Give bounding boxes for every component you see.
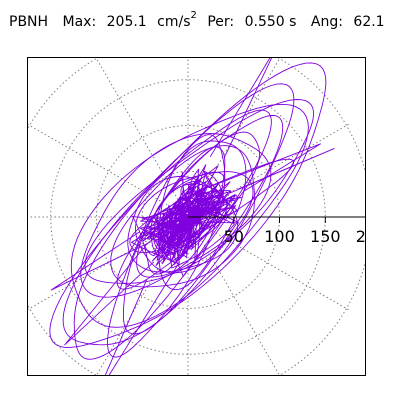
- period-label: Per:: [207, 14, 235, 30]
- angle-label: Ang:: [310, 14, 343, 30]
- orbit-loop: [49, 62, 327, 348]
- grid-spoke-240: [96, 216, 189, 375]
- max-unit-exponent: 2: [190, 10, 197, 21]
- orbit-loop: [62, 83, 295, 346]
- orbit-loop: [127, 176, 239, 273]
- plot-header: PBNH Max: 205.1 cm/s2 Per: 0.550 s Ang: …: [9, 11, 385, 38]
- orbit-loop: [70, 103, 309, 328]
- orbit-loop: [129, 158, 295, 254]
- radial-tick-label-50: 50: [224, 227, 244, 246]
- orbit-loop: [73, 109, 272, 360]
- grid-spoke-300: [187, 216, 280, 375]
- orbit-loop: [158, 140, 247, 291]
- grid-spoke-150: [28, 124, 189, 218]
- particle-orbit: [49, 58, 335, 375]
- orbit-spike: [209, 58, 273, 159]
- grid-spoke-210: [28, 216, 189, 310]
- polar-plot: 50 100 150 200: [28, 58, 366, 375]
- angle-value: 62.1: [353, 14, 385, 30]
- station-code: PBNH: [9, 14, 49, 30]
- orbit-spike: [64, 247, 155, 346]
- grid-spoke-120: [95, 58, 189, 218]
- grid-spoke-330: [187, 216, 351, 312]
- radial-tick-label-150: 150: [310, 227, 341, 246]
- plot-frame: 50 100 150 200: [27, 57, 366, 376]
- orbit-loop: [84, 99, 314, 284]
- max-value: 205.1: [106, 14, 147, 30]
- radial-tick-label-100: 100: [264, 227, 295, 246]
- orbit-spike: [50, 231, 150, 291]
- max-label: Max:: [62, 14, 97, 30]
- radial-axis: 50 100 150 200: [188, 216, 366, 246]
- grid-spoke-30: [187, 122, 351, 218]
- orbit-spike: [104, 262, 180, 375]
- orbit-core-tangle: [130, 164, 242, 278]
- period-value: 0.550 s: [244, 14, 297, 30]
- radial-tick-label-200: 200: [356, 227, 366, 246]
- max-unit: cm/s: [157, 14, 191, 30]
